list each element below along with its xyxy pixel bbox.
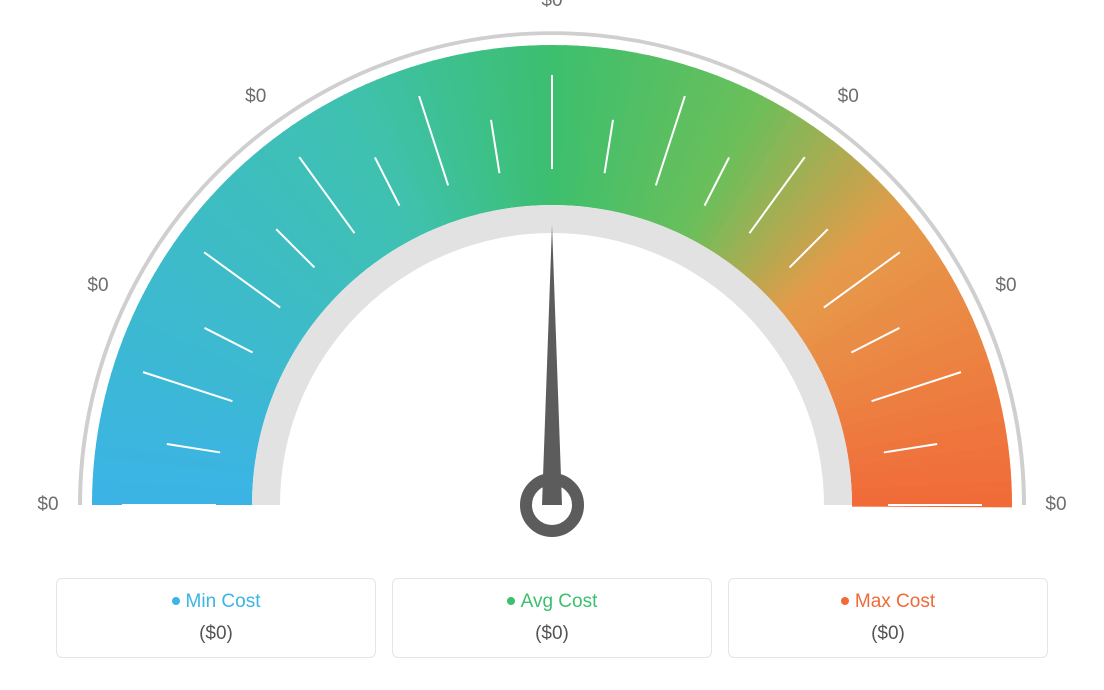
legend-label-text: Avg Cost: [521, 591, 598, 612]
scale-label: $0: [541, 0, 562, 12]
legend-title: Avg Cost: [413, 591, 691, 613]
legend-value: ($0): [77, 623, 355, 645]
cost-gauge-chart: Min Cost ($0) Avg Cost ($0) Max Cost ($0) $0 $…: [0, 0, 1104, 690]
legend-row: Min Cost ($0) Avg Cost ($0) Max Cost ($0): [0, 578, 1104, 658]
scale-label: $0: [995, 275, 1016, 297]
legend-title: Min Cost: [77, 591, 355, 613]
legend-label-text: Max Cost: [855, 591, 935, 612]
legend-dot-icon: [507, 597, 515, 605]
scale-label: $0: [838, 86, 859, 108]
legend-label-text: Min Cost: [186, 591, 261, 612]
legend-dot-icon: [172, 597, 180, 605]
legend-card-min: Min Cost ($0): [56, 578, 376, 658]
legend-card-avg: Avg Cost ($0): [392, 578, 712, 658]
legend-dot-icon: [841, 597, 849, 605]
gauge-needle: [526, 225, 578, 531]
legend-value: ($0): [413, 623, 691, 645]
scale-label: $0: [1045, 494, 1066, 516]
scale-label: $0: [245, 86, 266, 108]
legend-value: ($0): [749, 623, 1027, 645]
legend-title: Max Cost: [749, 591, 1027, 613]
legend-card-max: Max Cost ($0): [728, 578, 1048, 658]
scale-label: $0: [37, 494, 58, 516]
scale-label: $0: [87, 275, 108, 297]
